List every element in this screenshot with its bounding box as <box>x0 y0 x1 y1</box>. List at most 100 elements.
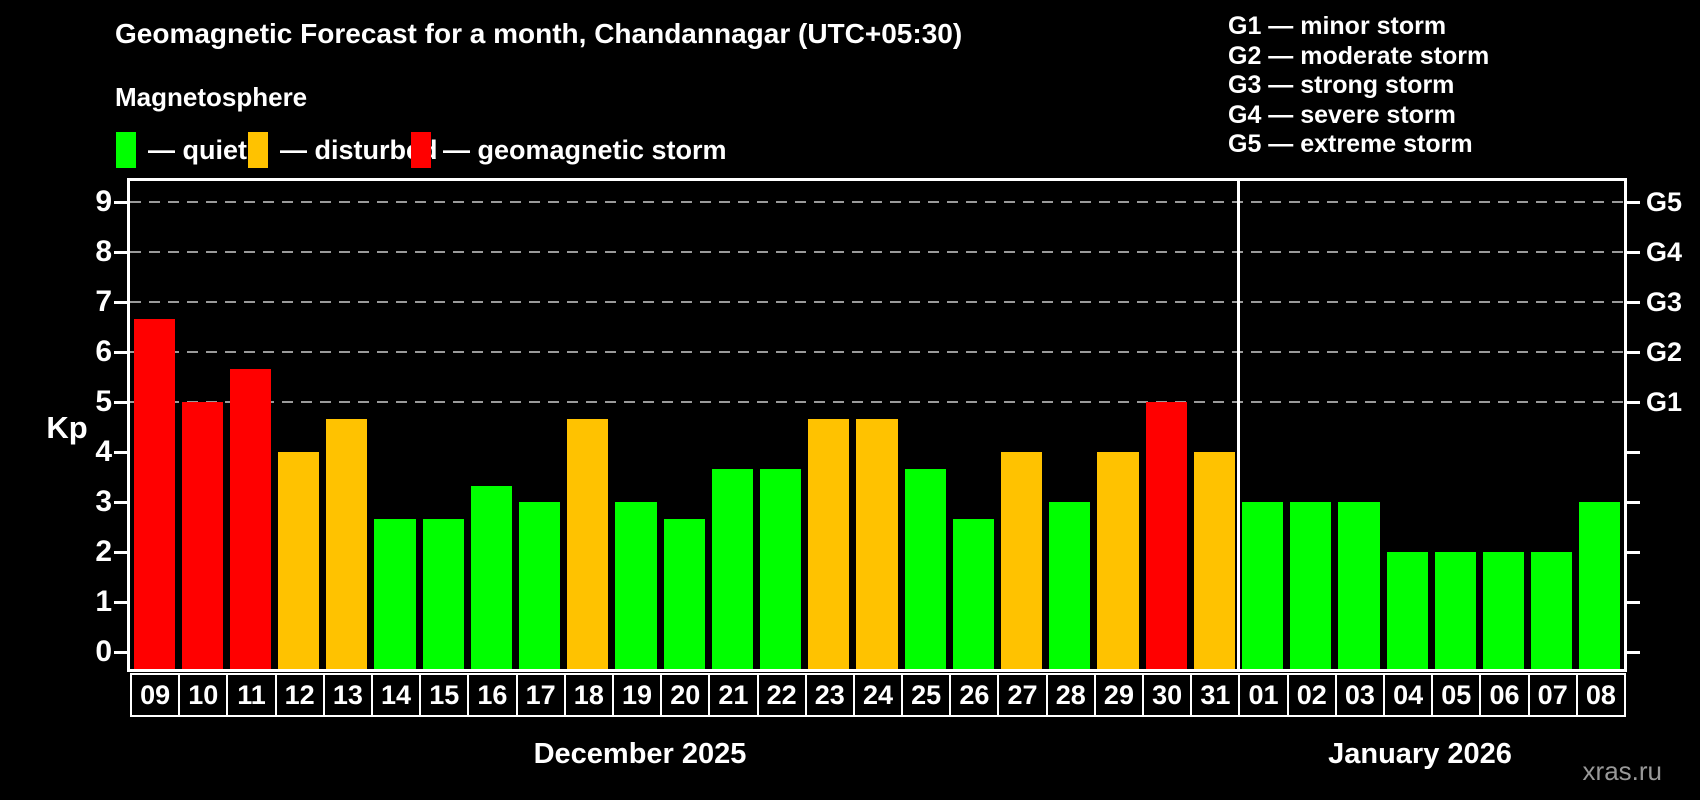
gridline-kp-9 <box>130 201 1624 203</box>
day-label-03: 03 <box>1334 673 1386 717</box>
day-label-22: 22 <box>756 673 807 717</box>
bar-day-16-dec <box>470 485 513 669</box>
bar-day-15-dec <box>422 518 464 669</box>
y-tick-right-7 <box>1627 301 1640 304</box>
y-tick-left-4 <box>114 451 127 454</box>
g-axis-label-G2: G2 <box>1646 337 1683 367</box>
g-axis-label-G3: G3 <box>1646 287 1683 317</box>
day-label-24: 24 <box>852 673 904 717</box>
y-tick-right-9 <box>1627 201 1640 204</box>
bar-day-05-jan <box>1434 552 1476 669</box>
bar-day-31-dec <box>1193 452 1235 669</box>
legend-item-disturbed: — disturbed <box>248 130 438 170</box>
day-label-30: 30 <box>1142 673 1193 717</box>
day-label-08: 08 <box>1575 673 1626 717</box>
g-legend-line-3: G3 — strong storm <box>1228 71 1455 99</box>
day-label-20: 20 <box>660 673 711 717</box>
y-tick-right-2 <box>1627 551 1640 554</box>
bar-day-12-dec <box>278 452 320 669</box>
legend-label-storm: — geomagnetic storm <box>443 134 727 165</box>
day-label-31: 31 <box>1190 673 1241 717</box>
y-tick-right-8 <box>1627 251 1640 254</box>
legend-item-storm: — geomagnetic storm <box>411 130 727 170</box>
bar-day-18-dec <box>567 418 609 669</box>
y-tick-right-4 <box>1627 451 1640 454</box>
gridline-kp-5 <box>130 401 1624 403</box>
y-tick-left-2 <box>114 551 127 554</box>
watermark: xras.ru <box>1582 756 1662 786</box>
y-tick-label-6: 6 <box>95 335 112 368</box>
bar-day-25-dec <box>904 468 946 669</box>
day-label-27: 27 <box>997 673 1048 717</box>
bar-day-19-dec <box>615 502 657 669</box>
g-legend-line-4: G4 — severe storm <box>1228 100 1456 129</box>
day-label-29: 29 <box>1093 673 1145 717</box>
y-tick-label-9: 9 <box>95 185 112 218</box>
day-label-06: 06 <box>1479 673 1530 717</box>
month-separator-line <box>1236 181 1240 669</box>
g-axis-label-G4: G4 <box>1646 237 1683 267</box>
day-label-15: 15 <box>419 673 470 717</box>
day-label-12: 12 <box>274 673 325 717</box>
bar-day-27-dec <box>1000 452 1043 669</box>
y-tick-right-1 <box>1627 601 1640 604</box>
day-label-07: 07 <box>1527 673 1578 717</box>
plot-frame <box>127 178 1627 672</box>
y-tick-left-9 <box>114 201 127 204</box>
y-tick-left-3 <box>114 501 127 504</box>
month-label-january: January 2026 <box>1328 738 1512 770</box>
bar-day-09-dec <box>133 318 175 669</box>
day-label-09: 09 <box>130 673 181 717</box>
bar-day-13-dec <box>326 418 368 669</box>
bar-day-30-dec <box>1145 402 1187 669</box>
day-label-16: 16 <box>467 673 518 717</box>
month-label-december: December 2025 <box>533 738 747 770</box>
gridline-kp-6 <box>130 351 1624 353</box>
chart-subtitle: Magnetosphere <box>115 82 308 112</box>
g-axis-label-G1: G1 <box>1646 387 1683 417</box>
day-label-05: 05 <box>1431 673 1482 717</box>
bar-day-04-jan <box>1386 552 1428 669</box>
day-label-26: 26 <box>949 673 1000 717</box>
g-scale-legend: G1 — minor storm G2 — moderate storm G3 — … <box>1228 12 1489 160</box>
day-label-28: 28 <box>1045 673 1096 717</box>
bar-day-11-dec <box>229 368 272 669</box>
bar-day-22-dec <box>760 468 802 669</box>
y-tick-right-0 <box>1627 651 1640 654</box>
day-label-25: 25 <box>901 673 952 717</box>
day-label-11: 11 <box>226 673 277 717</box>
bar-day-20-dec <box>663 518 705 669</box>
y-tick-left-6 <box>114 351 127 354</box>
y-tick-label-7: 7 <box>95 285 112 318</box>
gridline-kp-7 <box>130 301 1624 303</box>
legend-swatch-quiet-icon <box>116 132 136 168</box>
kp-axis-label: Kp <box>46 410 88 445</box>
y-tick-left-7 <box>114 301 127 304</box>
bar-day-06-jan <box>1482 552 1525 669</box>
day-label-21: 21 <box>708 673 759 717</box>
day-label-10: 10 <box>178 673 229 717</box>
legend-label-quiet: — quiet <box>148 134 247 165</box>
g-legend-line-2: G2 — moderate storm <box>1228 41 1490 70</box>
day-label-14: 14 <box>370 673 422 717</box>
y-tick-left-8 <box>114 251 127 254</box>
bar-day-17-dec <box>519 502 561 669</box>
day-label-02: 02 <box>1286 673 1337 717</box>
bar-day-26-dec <box>952 518 994 669</box>
day-label-17: 17 <box>515 673 566 717</box>
y-tick-left-1 <box>114 601 127 604</box>
bar-day-08-jan <box>1579 502 1621 669</box>
chart-title: Geomagnetic Forecast for a month, Chanda… <box>115 18 963 49</box>
legend-swatch-storm-icon <box>411 132 431 168</box>
bar-day-29-dec <box>1097 452 1139 669</box>
gridline-kp-8 <box>130 251 1624 253</box>
y-tick-left-5 <box>114 401 127 404</box>
bar-day-03-jan <box>1338 502 1380 669</box>
y-tick-label-3: 3 <box>95 485 112 518</box>
day-label-23: 23 <box>804 673 855 717</box>
y-tick-left-0 <box>114 651 127 654</box>
y-tick-label-4: 4 <box>95 435 112 468</box>
y-tick-right-5 <box>1627 401 1640 404</box>
bar-day-14-dec <box>374 518 416 669</box>
